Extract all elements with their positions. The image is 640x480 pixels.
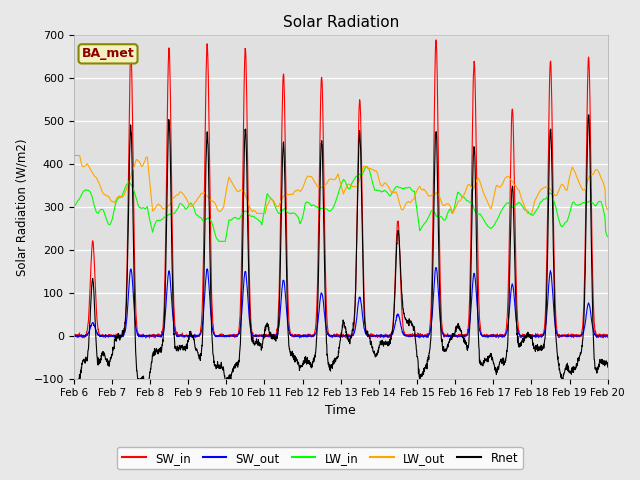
LW_out xyxy=(539,185,547,191)
SW_out xyxy=(370,333,378,339)
Line: SW_out: SW_out xyxy=(74,267,608,336)
SW_out xyxy=(555,333,563,339)
Text: BA_met: BA_met xyxy=(82,48,134,60)
Rnet xyxy=(70,384,77,390)
LW_out xyxy=(314,184,321,190)
Rnet xyxy=(604,364,612,370)
LW_out xyxy=(604,207,612,213)
LW_in xyxy=(70,203,77,209)
X-axis label: Time: Time xyxy=(325,404,356,417)
LW_in xyxy=(471,208,479,214)
SW_in xyxy=(604,333,611,339)
LW_out xyxy=(604,206,611,212)
Rnet xyxy=(314,313,321,319)
SW_in xyxy=(370,333,378,338)
SW_out xyxy=(604,333,612,338)
Rnet xyxy=(539,345,547,351)
SW_in xyxy=(555,335,563,340)
SW_in xyxy=(471,72,479,77)
Y-axis label: Solar Radiation (W/m2): Solar Radiation (W/m2) xyxy=(15,138,28,276)
LW_in xyxy=(363,164,371,169)
Legend: SW_in, SW_out, LW_in, LW_out, Rnet: SW_in, SW_out, LW_in, LW_out, Rnet xyxy=(117,447,523,469)
LW_out xyxy=(70,153,77,158)
Rnet xyxy=(370,349,378,355)
LW_out xyxy=(370,168,378,173)
SW_out xyxy=(540,332,547,337)
LW_in xyxy=(604,233,611,239)
SW_in xyxy=(70,333,77,339)
SW_in xyxy=(314,282,321,288)
SW_out xyxy=(604,333,611,338)
LW_in xyxy=(540,196,547,202)
LW_in xyxy=(371,186,378,192)
Rnet xyxy=(554,360,562,365)
SW_out xyxy=(471,274,479,280)
LW_in xyxy=(314,204,321,210)
LW_out xyxy=(253,211,260,216)
Rnet xyxy=(585,112,593,118)
LW_in xyxy=(215,239,223,244)
Line: LW_out: LW_out xyxy=(74,156,608,214)
LW_out xyxy=(554,189,562,194)
Line: LW_in: LW_in xyxy=(74,167,608,241)
SW_out xyxy=(314,323,321,328)
SW_in xyxy=(142,335,150,341)
LW_out xyxy=(471,183,479,189)
Line: SW_in: SW_in xyxy=(74,40,608,338)
Line: Rnet: Rnet xyxy=(74,115,608,389)
SW_out xyxy=(70,334,78,339)
LW_in xyxy=(555,216,563,222)
Rnet xyxy=(604,360,611,366)
SW_in xyxy=(433,37,440,43)
Rnet xyxy=(471,149,479,155)
SW_in xyxy=(540,331,547,337)
SW_out xyxy=(432,264,440,270)
Rnet xyxy=(142,386,150,392)
Title: Solar Radiation: Solar Radiation xyxy=(282,15,399,30)
SW_in xyxy=(604,335,612,340)
SW_out xyxy=(70,333,77,339)
LW_in xyxy=(604,234,612,240)
